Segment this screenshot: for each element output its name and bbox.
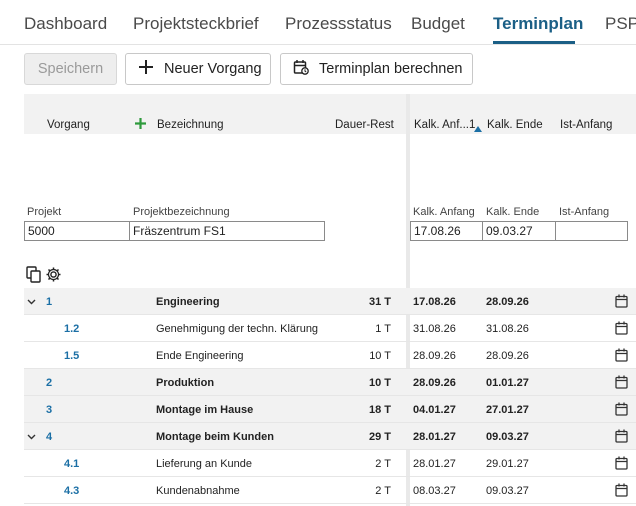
row-duration: 29 T	[368, 431, 391, 443]
calendar-icon[interactable]	[615, 429, 628, 446]
col-header-kalk-ende[interactable]: Kalk. Ende	[487, 119, 543, 131]
tab-terminplan[interactable]: Terminplan	[493, 14, 584, 33]
projekt-label: Projekt	[27, 206, 62, 218]
row-kalk-ende: 28.09.26	[486, 350, 529, 362]
row-number[interactable]: 1.2	[64, 323, 80, 335]
table-row[interactable]: 1.5 Ende Engineering 10 T 28.09.26 28.09.26	[24, 342, 636, 369]
plus-icon	[138, 59, 154, 79]
chevron-down-icon[interactable]	[27, 296, 36, 308]
table-row[interactable]: 2 Produktion 10 T 28.09.26 01.01.27	[24, 369, 636, 396]
tab-prozessstatus[interactable]: Prozessstatus	[285, 14, 392, 33]
row-number[interactable]: 3	[46, 404, 53, 416]
tab-budget[interactable]: Budget	[411, 14, 465, 33]
calculate-schedule-button[interactable]: Terminplan berechnen	[280, 53, 473, 85]
row-name: Engineering	[156, 296, 220, 308]
row-number[interactable]: 1.5	[64, 350, 80, 362]
row-number[interactable]: 4.3	[64, 485, 80, 497]
col-header-dauer-rest[interactable]: Dauer-Rest	[335, 119, 394, 131]
save-button[interactable]: Speichern	[24, 53, 117, 85]
calendar-icon[interactable]	[615, 375, 628, 392]
kalk-ende-field[interactable]: 09.03.27	[482, 221, 556, 241]
row-kalk-anfang: 17.08.26	[413, 296, 456, 308]
row-duration: 2 T	[375, 458, 391, 470]
row-kalk-ende: 28.09.26	[486, 296, 529, 308]
table-row[interactable]: 4 Montage beim Kunden 29 T 28.01.27 09.03.27	[24, 423, 636, 450]
row-duration: 2 T	[375, 485, 391, 497]
row-name: Produktion	[156, 377, 215, 389]
row-kalk-anfang: 28.01.27	[413, 431, 456, 443]
ist-anfang-label: Ist-Anfang	[559, 206, 610, 218]
row-name: Montage im Hause	[156, 404, 254, 416]
row-kalk-anfang: 28.09.26	[413, 350, 456, 362]
col-header-ist-anfang[interactable]: Ist-Anfang	[560, 119, 613, 131]
row-name: Lieferung an Kunde	[156, 458, 253, 470]
table-row[interactable]: 3 Montage im Hause 18 T 04.01.27 27.01.27	[24, 396, 636, 423]
kalk-anfang-label: Kalk. Anfang	[413, 206, 475, 218]
row-kalk-ende: 27.01.27	[486, 404, 529, 416]
sort-index: 1	[469, 119, 476, 131]
copy-icon[interactable]	[26, 266, 42, 288]
table-row[interactable]: 1.2 Genehmigung der techn. Klärung 1 T 31.0…	[24, 315, 636, 342]
new-task-button-label: Neuer Vorgang	[164, 61, 262, 77]
kalk-anfang-field[interactable]: 17.08.26	[410, 221, 483, 241]
row-number[interactable]: 4.1	[64, 458, 80, 470]
row-kalk-anfang: 31.08.26	[413, 323, 456, 335]
projektbezeichnung-field[interactable]: Fräszentrum FS1	[129, 221, 325, 241]
row-duration: 10 T	[368, 377, 391, 389]
column-header-band	[24, 94, 636, 134]
calendar-icon[interactable]	[615, 348, 628, 365]
row-kalk-ende: 31.08.26	[486, 323, 529, 335]
active-tab-indicator	[493, 41, 575, 44]
row-number[interactable]: 2	[46, 377, 53, 389]
row-duration: 31 T	[368, 296, 391, 308]
row-kalk-anfang: 08.03.27	[413, 485, 456, 497]
row-name: Genehmigung der techn. Klärung	[156, 323, 319, 335]
tab-bar: Dashboard Projektsteckbrief Prozessstatu…	[0, 0, 636, 45]
add-row-icon[interactable]	[134, 117, 147, 135]
calendar-icon[interactable]	[615, 483, 628, 500]
chevron-down-icon[interactable]	[27, 431, 36, 443]
row-number[interactable]: 4	[46, 431, 53, 443]
new-task-button[interactable]: Neuer Vorgang	[125, 53, 271, 85]
col-header-bezeichnung[interactable]: Bezeichnung	[157, 119, 224, 131]
row-name: Kundenabnahme	[156, 485, 240, 497]
kalk-ende-label: Kalk. Ende	[486, 206, 540, 218]
row-kalk-ende: 09.03.27	[486, 431, 529, 443]
calendar-icon[interactable]	[615, 402, 628, 419]
table-row[interactable]: 4.1 Lieferung an Kunde 2 T 28.01.27 29.01.27	[24, 450, 636, 477]
col-header-kalk-anfang[interactable]: Kalk. Anf...	[414, 119, 469, 131]
table-row[interactable]: 4.3 Kundenabnahme 2 T 08.03.27 09.03.27	[24, 477, 636, 504]
row-name: Montage beim Kunden	[156, 431, 274, 443]
projektbezeichnung-label: Projektbezeichnung	[133, 206, 230, 218]
tab-dashboard[interactable]: Dashboard	[24, 14, 108, 33]
row-kalk-ende: 09.03.27	[486, 485, 529, 497]
save-button-label: Speichern	[37, 61, 104, 77]
row-kalk-ende: 01.01.27	[486, 377, 529, 389]
col-header-vorgang[interactable]: Vorgang	[47, 119, 90, 131]
tab-psp[interactable]: PSP	[605, 14, 636, 33]
table-row[interactable]: 1 Engineering 31 T 17.08.26 28.09.26	[24, 288, 636, 315]
row-duration: 1 T	[375, 323, 391, 335]
row-kalk-anfang: 04.01.27	[413, 404, 456, 416]
ist-anfang-field[interactable]	[555, 221, 628, 241]
sort-asc-icon	[474, 119, 482, 137]
calculate-schedule-label: Terminplan berechnen	[319, 61, 463, 77]
row-kalk-anfang: 28.09.26	[413, 377, 456, 389]
calendar-icon[interactable]	[615, 321, 628, 338]
calendar-icon[interactable]	[615, 456, 628, 473]
row-kalk-ende: 29.01.27	[486, 458, 529, 470]
projekt-field[interactable]: 5000	[24, 221, 130, 241]
row-duration: 10 T	[369, 350, 391, 362]
row-kalk-anfang: 28.01.27	[413, 458, 456, 470]
row-number[interactable]: 1	[46, 296, 53, 308]
gear-icon[interactable]	[45, 266, 62, 288]
calendar-refresh-icon	[293, 59, 309, 79]
row-duration: 18 T	[368, 404, 391, 416]
tab-projektsteckbrief[interactable]: Projektsteckbrief	[133, 14, 259, 33]
row-name: Ende Engineering	[156, 350, 244, 362]
calendar-icon[interactable]	[615, 294, 628, 311]
